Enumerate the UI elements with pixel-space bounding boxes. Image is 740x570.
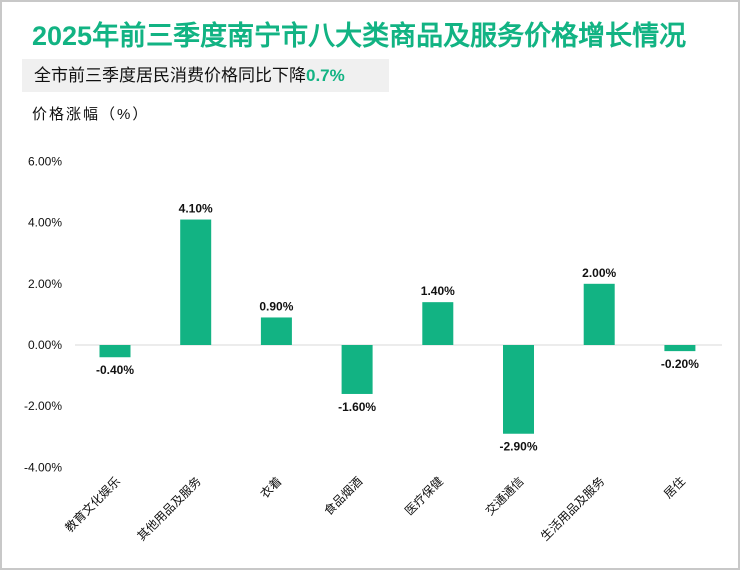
bar (664, 345, 696, 352)
bar (583, 283, 615, 345)
y-axis-label: 价格涨幅（%） (32, 106, 150, 123)
bar (260, 317, 292, 345)
subtitle-highlight: 0.7% (306, 66, 345, 85)
x-tick-label: 交通通信 (482, 474, 527, 519)
bar (422, 302, 454, 345)
x-tick-label: 教育文化娱乐 (62, 474, 124, 536)
subtitle-text: 全市前三季度居民消费价格同比下降 (34, 66, 306, 85)
data-label: 1.40% (421, 284, 455, 298)
y-tick-label: 6.00% (28, 154, 62, 168)
x-tick-label: 生活用品及服务 (537, 474, 607, 544)
x-tick-label: 医疗保健 (402, 474, 446, 518)
data-label: -0.40% (96, 363, 134, 377)
y-tick-label: -2.00% (24, 399, 62, 413)
bar (341, 345, 373, 394)
data-label: -1.60% (338, 400, 376, 414)
data-label: -2.90% (499, 440, 537, 454)
data-label: 2.00% (582, 266, 616, 280)
bar (180, 219, 212, 345)
data-label: 4.10% (179, 202, 213, 216)
subtitle-banner: 全市前三季度居民消费价格同比下降0.7% (22, 59, 389, 92)
bar (99, 345, 131, 358)
x-tick-label: 其他用品及服务 (134, 474, 204, 544)
x-tick-label: 食品烟酒 (321, 474, 366, 519)
chart-title: 2025年前三季度南宁市八大类商品及服务价格增长情况 (32, 21, 687, 51)
y-tick-label: 4.00% (28, 216, 62, 230)
data-label: -0.20% (661, 357, 699, 371)
y-tick-label: 0.00% (28, 338, 62, 352)
y-tick-label: -4.00% (24, 460, 62, 474)
x-tick-label: 衣着 (257, 474, 285, 502)
bar (503, 345, 534, 434)
x-tick-label: 居住 (661, 474, 688, 501)
y-tick-label: 2.00% (28, 277, 62, 291)
data-label: 0.90% (259, 299, 293, 313)
